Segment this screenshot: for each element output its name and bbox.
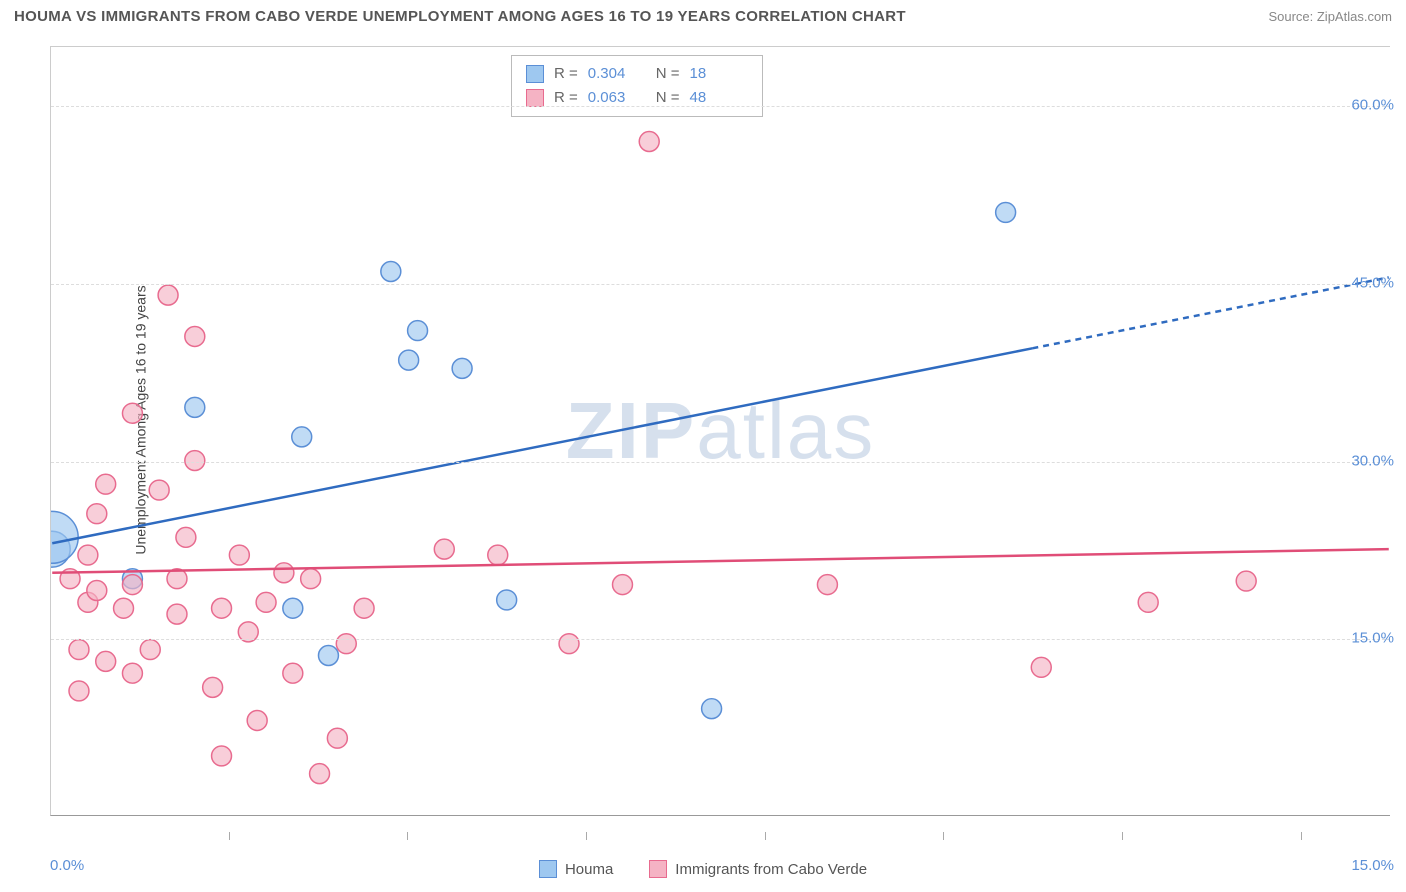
scatter-point-cabo-verde xyxy=(354,598,374,618)
scatter-point-cabo-verde xyxy=(274,563,294,583)
scatter-point-cabo-verde xyxy=(167,604,187,624)
legend-item-series2: Immigrants from Cabo Verde xyxy=(649,860,867,878)
chart-header: HOUMA VS IMMIGRANTS FROM CABO VERDE UNEM… xyxy=(14,8,1392,25)
scatter-point-cabo-verde xyxy=(256,592,276,612)
scatter-point-houma xyxy=(51,511,78,563)
scatter-point-cabo-verde xyxy=(96,651,116,671)
scatter-point-cabo-verde xyxy=(283,663,303,683)
x-tick-mark xyxy=(1301,832,1302,840)
x-tick-mark xyxy=(765,832,766,840)
y-gridline xyxy=(51,639,1390,640)
scatter-point-cabo-verde xyxy=(301,569,321,589)
legend-label-series2: Immigrants from Cabo Verde xyxy=(675,861,867,878)
y-gridline xyxy=(51,106,1390,107)
scatter-point-houma xyxy=(399,350,419,370)
scatter-point-cabo-verde xyxy=(310,764,330,784)
scatter-point-cabo-verde xyxy=(158,285,178,305)
scatter-point-cabo-verde xyxy=(336,634,356,654)
source-attribution: Source: ZipAtlas.com xyxy=(1268,9,1392,24)
scatter-point-cabo-verde xyxy=(327,728,347,748)
y-tick-label: 30.0% xyxy=(1351,452,1394,469)
scatter-point-cabo-verde xyxy=(639,132,659,152)
scatter-point-cabo-verde xyxy=(488,545,508,565)
scatter-point-cabo-verde xyxy=(87,504,107,524)
scatter-point-cabo-verde xyxy=(817,575,837,595)
scatter-point-cabo-verde xyxy=(87,581,107,601)
y-tick-label: 45.0% xyxy=(1351,274,1394,291)
x-tick-mark xyxy=(943,832,944,840)
scatter-plot-svg xyxy=(51,47,1390,815)
x-tick-mark xyxy=(407,832,408,840)
scatter-point-cabo-verde xyxy=(1031,657,1051,677)
x-tick-mark xyxy=(229,832,230,840)
scatter-point-houma xyxy=(408,321,428,341)
scatter-point-cabo-verde xyxy=(69,681,89,701)
scatter-point-houma xyxy=(292,427,312,447)
legend-swatch-series2 xyxy=(649,860,667,878)
legend-swatch-series1 xyxy=(539,860,557,878)
y-gridline xyxy=(51,284,1390,285)
legend: Houma Immigrants from Cabo Verde xyxy=(0,860,1406,878)
scatter-point-houma xyxy=(497,590,517,610)
scatter-point-cabo-verde xyxy=(149,480,169,500)
scatter-point-cabo-verde xyxy=(247,711,267,731)
y-gridline xyxy=(51,462,1390,463)
scatter-point-houma xyxy=(381,262,401,282)
scatter-point-cabo-verde xyxy=(176,527,196,547)
scatter-point-cabo-verde xyxy=(122,663,142,683)
legend-label-series1: Houma xyxy=(565,861,613,878)
chart-plot-area: ZIPatlas R = 0.304 N = 18 R = 0.063 N = … xyxy=(50,46,1390,816)
scatter-point-cabo-verde xyxy=(185,327,205,347)
chart-title: HOUMA VS IMMIGRANTS FROM CABO VERDE UNEM… xyxy=(14,8,906,25)
trendline-extrapolated-series1 xyxy=(1032,277,1388,348)
legend-item-series1: Houma xyxy=(539,860,613,878)
scatter-point-cabo-verde xyxy=(434,539,454,559)
scatter-point-cabo-verde xyxy=(69,640,89,660)
scatter-point-cabo-verde xyxy=(229,545,249,565)
scatter-point-cabo-verde xyxy=(212,598,232,618)
scatter-point-cabo-verde xyxy=(203,677,223,697)
scatter-point-cabo-verde xyxy=(122,403,142,423)
scatter-point-houma xyxy=(318,646,338,666)
trendline-series1 xyxy=(52,348,1032,543)
scatter-point-cabo-verde xyxy=(1236,571,1256,591)
scatter-point-houma xyxy=(996,202,1016,222)
scatter-point-houma xyxy=(283,598,303,618)
x-tick-mark xyxy=(1122,832,1123,840)
scatter-point-houma xyxy=(702,699,722,719)
y-tick-label: 15.0% xyxy=(1351,630,1394,647)
x-tick-label: 0.0% xyxy=(50,857,84,874)
y-tick-label: 60.0% xyxy=(1351,97,1394,114)
scatter-point-cabo-verde xyxy=(96,474,116,494)
scatter-point-houma xyxy=(185,397,205,417)
scatter-point-cabo-verde xyxy=(114,598,134,618)
x-tick-label: 15.0% xyxy=(1351,857,1394,874)
scatter-point-cabo-verde xyxy=(212,746,232,766)
scatter-point-cabo-verde xyxy=(559,634,579,654)
scatter-point-cabo-verde xyxy=(78,545,98,565)
scatter-point-cabo-verde xyxy=(122,575,142,595)
trendline-series2 xyxy=(52,549,1389,573)
x-tick-mark xyxy=(586,832,587,840)
scatter-point-cabo-verde xyxy=(185,451,205,471)
scatter-point-cabo-verde xyxy=(1138,592,1158,612)
scatter-point-cabo-verde xyxy=(140,640,160,660)
scatter-point-houma xyxy=(452,358,472,378)
scatter-point-cabo-verde xyxy=(613,575,633,595)
